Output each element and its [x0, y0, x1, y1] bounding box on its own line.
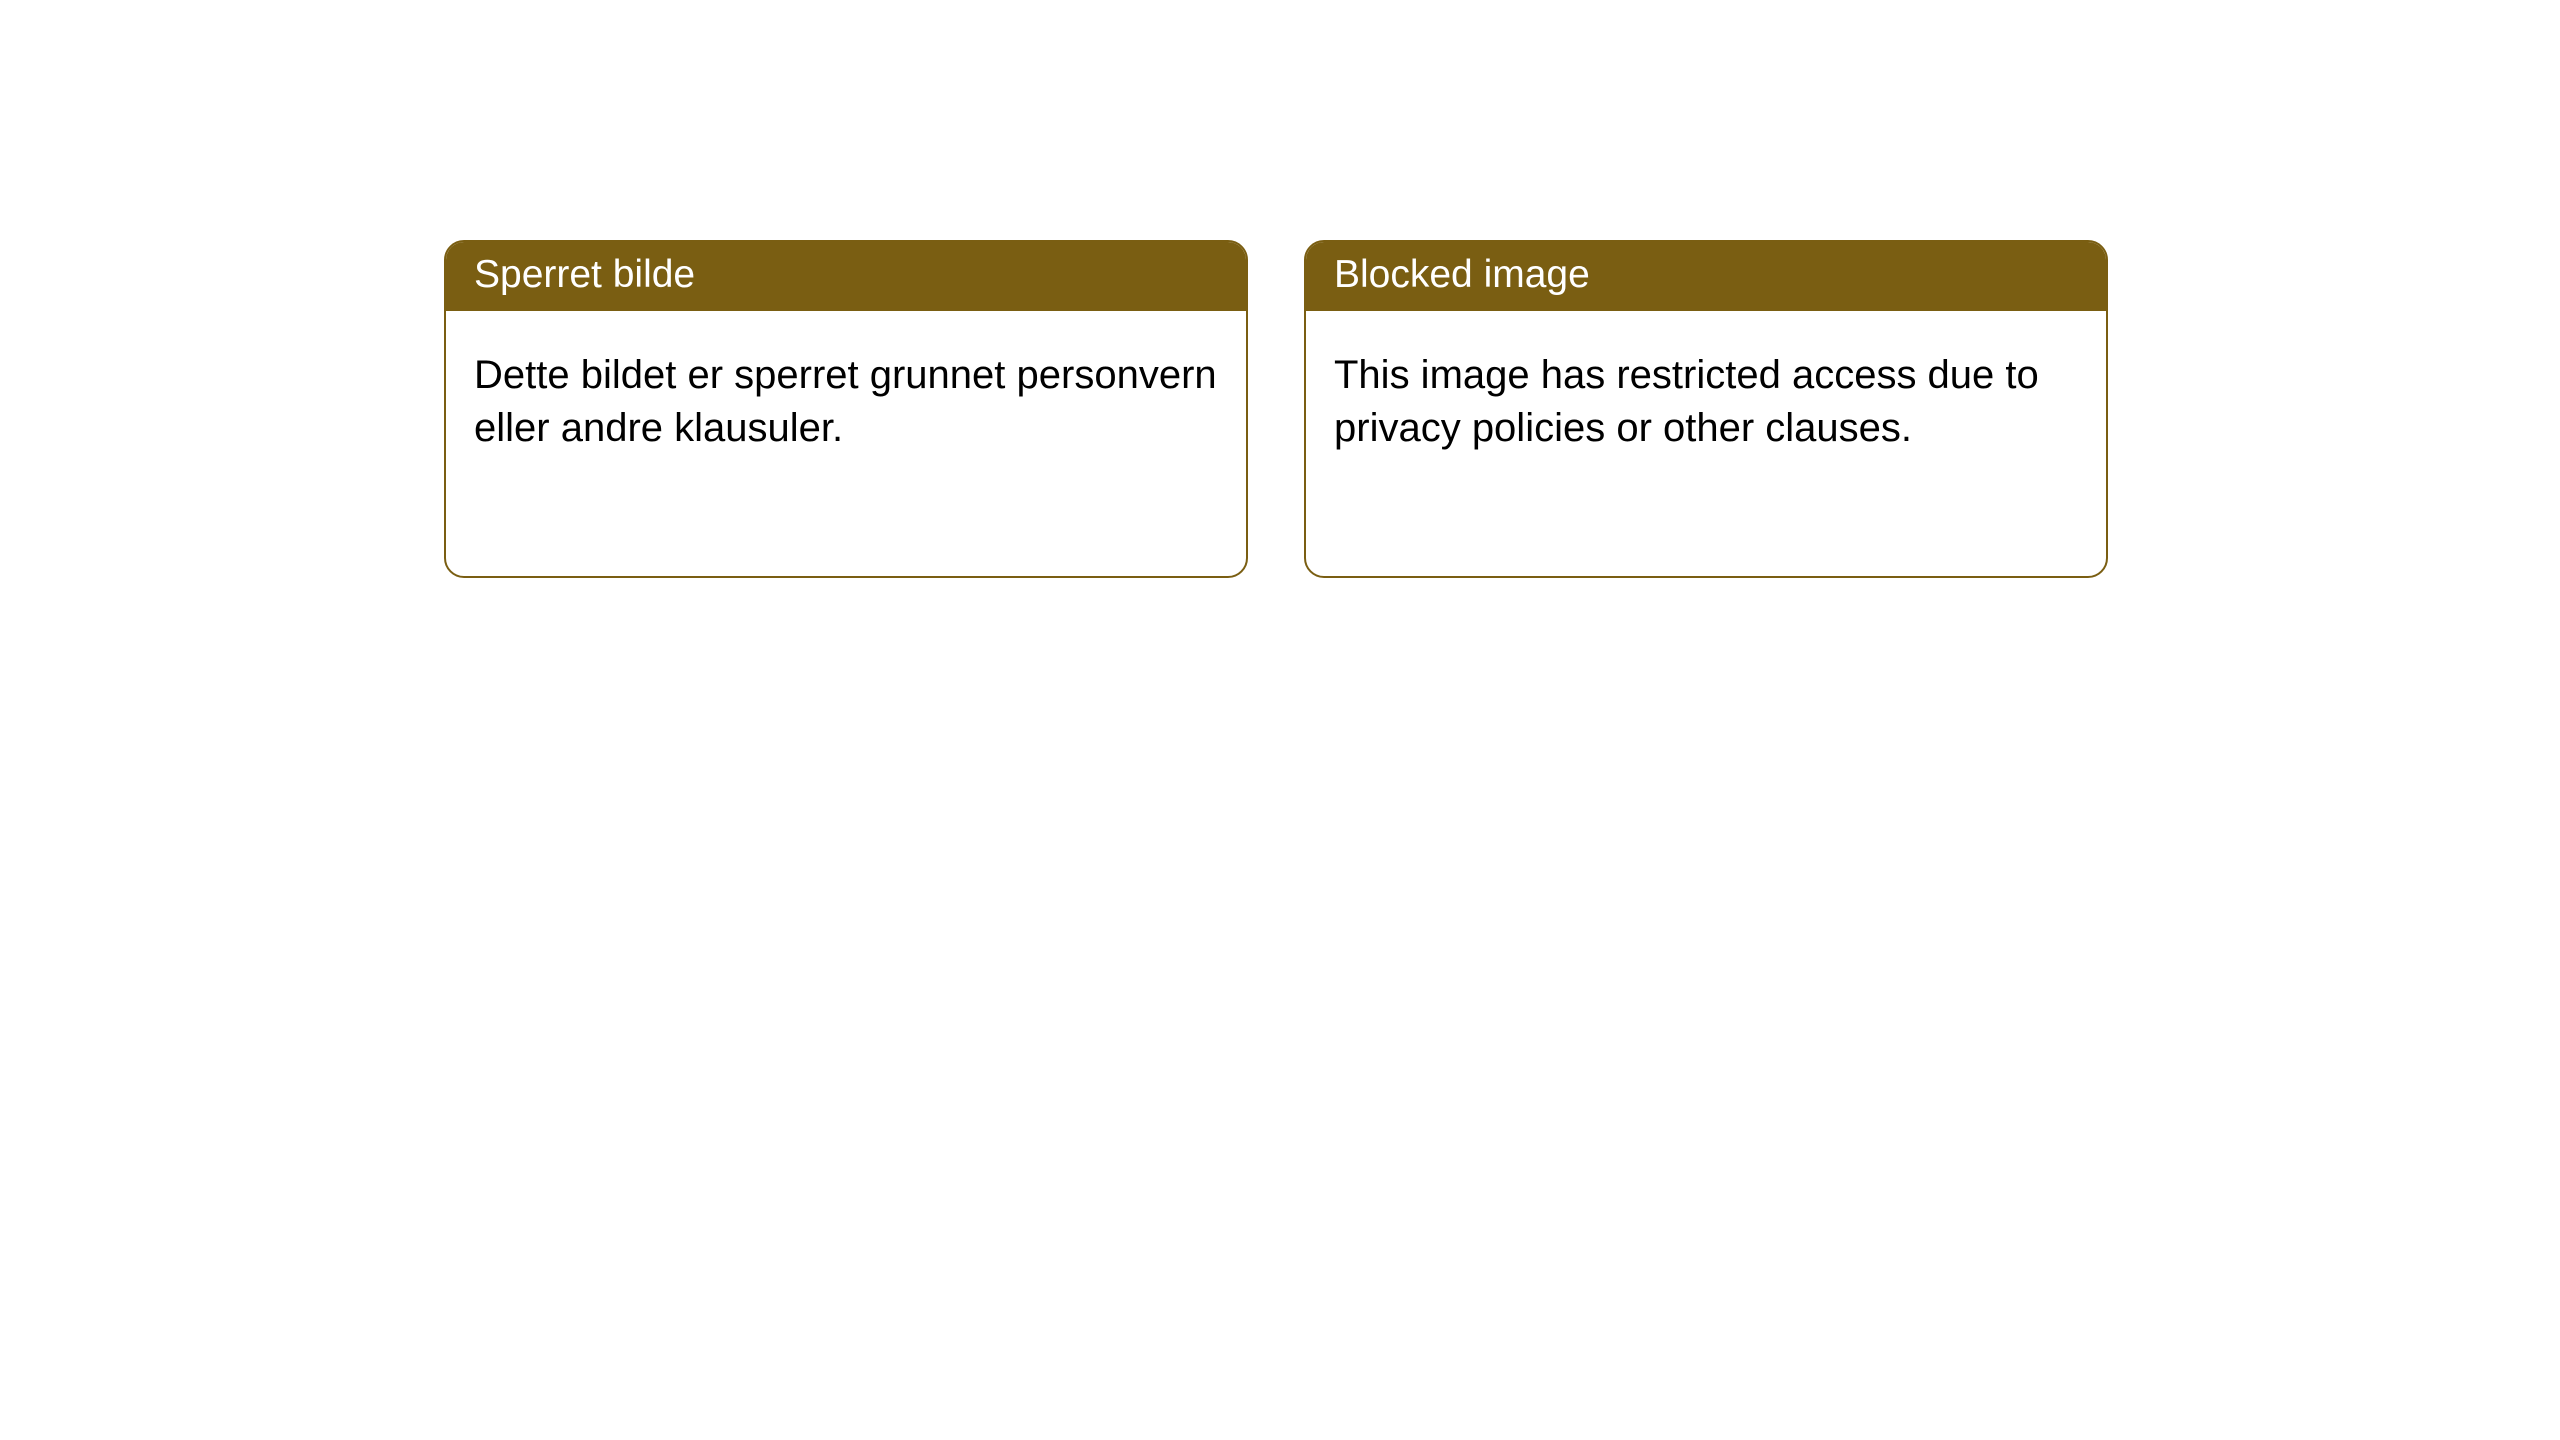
- notice-card-nb: Sperret bilde Dette bildet er sperret gr…: [444, 240, 1248, 578]
- notice-body-en: This image has restricted access due to …: [1306, 311, 2106, 483]
- notice-body-nb: Dette bildet er sperret grunnet personve…: [446, 311, 1246, 483]
- notice-card-en: Blocked image This image has restricted …: [1304, 240, 2108, 578]
- notice-container: Sperret bilde Dette bildet er sperret gr…: [0, 0, 2560, 578]
- notice-title-en: Blocked image: [1306, 242, 2106, 311]
- notice-title-nb: Sperret bilde: [446, 242, 1246, 311]
